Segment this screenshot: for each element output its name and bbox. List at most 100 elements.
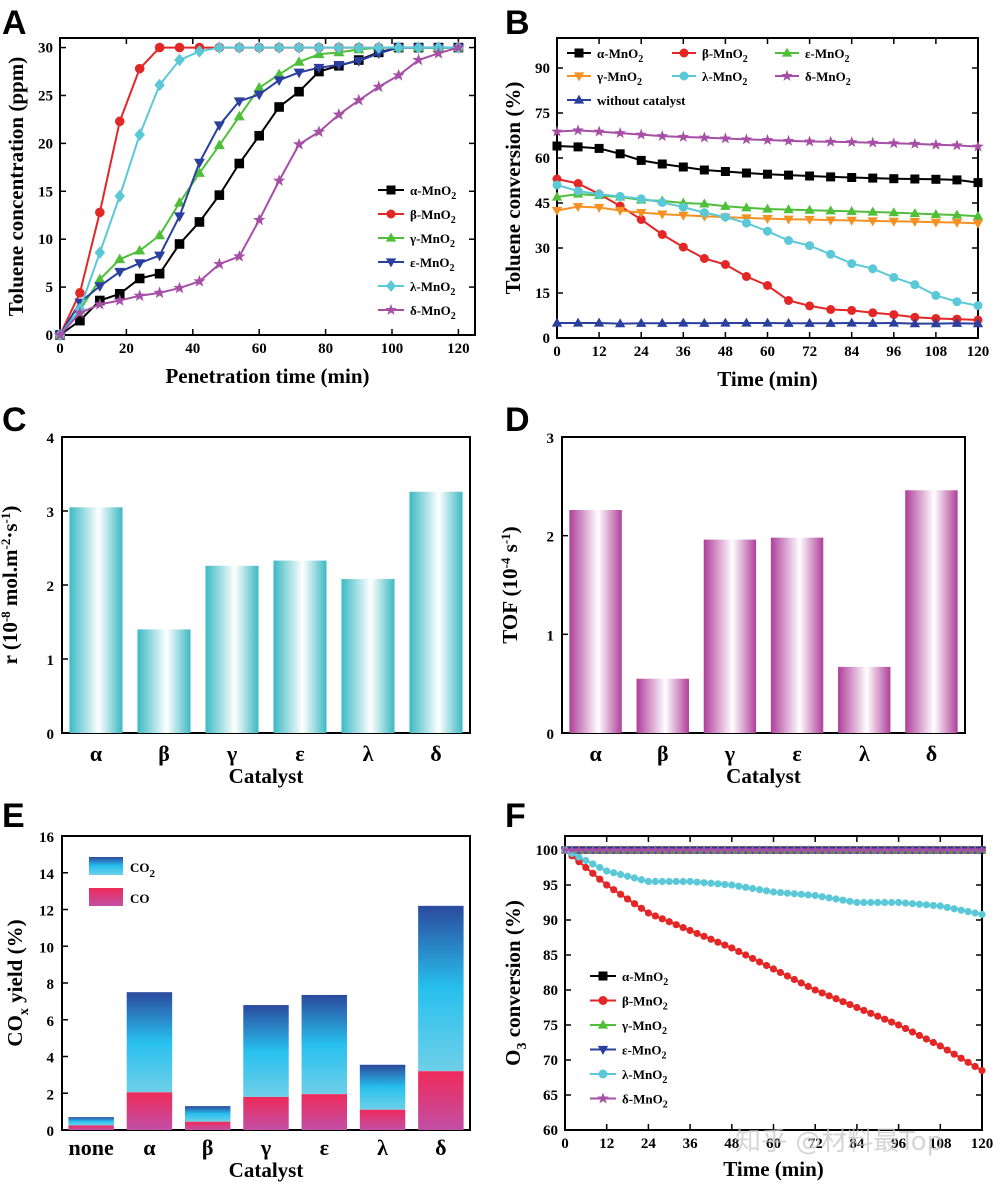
x-tick-label: 100 [381,341,404,357]
data-point [572,203,584,212]
data-point [964,908,972,916]
x-category-label: γ [724,741,735,766]
bar-co-α [126,1092,173,1130]
data-point [888,317,899,327]
y-tick-label: 14 [39,867,55,883]
data-point [594,143,604,153]
data-point [194,45,205,58]
data-point [852,845,862,854]
data-point [895,898,903,907]
y-tick-label: 2 [547,530,555,546]
bar-co-γ [243,1096,289,1130]
data-point [950,1050,958,1058]
x-category-label: β [657,741,669,766]
y-tick-label: 4 [47,431,55,447]
data-point [742,951,750,959]
bar-γ [205,565,259,733]
y-tick-label: 70 [543,1053,558,1069]
data-point [754,845,765,854]
data-point [797,979,805,987]
bar-co2-β [184,1106,231,1122]
data-point [94,282,106,292]
data-point [678,162,688,172]
data-point [972,140,984,152]
data-point [762,887,771,895]
data-point [866,136,879,148]
legend: CO2 CO [89,857,156,906]
data-point [234,41,245,54]
data-point [699,317,710,327]
data-point [234,158,245,169]
data-point [942,845,952,854]
data-point [775,845,786,854]
bar-α [69,507,123,733]
data-point [804,215,815,225]
legend-marker [385,232,397,242]
data-point [860,1006,868,1015]
data-point [174,42,185,53]
data-point [273,76,285,86]
legend-marker [597,1045,609,1055]
legend-marker [597,1092,609,1104]
data-point [839,896,847,904]
data-point [951,317,963,327]
data-point [735,947,743,956]
data-point [610,869,618,877]
data-point [973,178,983,188]
data-point [636,845,647,854]
data-point [154,268,165,279]
data-point [928,845,938,854]
data-point [174,197,186,207]
data-point [678,242,688,252]
data-point [825,992,833,1000]
data-point [756,886,764,894]
x-tick-label: 72 [808,1136,823,1152]
data-point [693,878,701,886]
y-tick-label: 1 [47,653,55,669]
y-tick-label: 25 [38,88,53,104]
data-point [174,239,185,249]
legend-marker [386,185,396,195]
data-point [596,875,604,883]
data-point [614,318,626,328]
data-point [699,198,710,208]
data-point [893,845,904,854]
data-point [372,80,385,93]
y-tick-label: 45 [535,196,550,212]
data-point [880,845,890,854]
y-axis-title: r (10-8 mol.m-2·s-1) [0,506,22,665]
data-point [783,889,792,897]
data-point [622,845,633,854]
x-tick-label: 108 [929,1136,952,1152]
data-point [154,251,166,262]
y-tick-label: 85 [543,948,558,964]
legend-label: γ-MnO2 [596,69,642,88]
y-tick-label: 1 [547,628,555,644]
data-point [333,41,345,54]
legend-label: δ-MnO2 [410,303,456,322]
data-point [783,972,792,980]
data-point [173,281,186,294]
bar-co2-none [68,1117,114,1126]
data-point [253,41,265,54]
legend-marker [574,48,584,58]
data-point [929,1038,937,1047]
bar-co-none [68,1125,114,1130]
legend-label: α-MnO2 [622,969,668,988]
data-point [594,189,604,199]
data-point [714,938,722,946]
data-point [134,63,145,74]
data-point [700,932,708,940]
data-point [817,845,827,854]
data-point [272,174,286,186]
data-point [721,941,729,949]
data-point [551,206,563,216]
y-tick-label: 4 [47,1051,55,1067]
data-point [950,905,958,913]
data-point [313,41,325,54]
legend-label-co: CO [130,891,150,906]
legend: α-MnO2 β-MnO2 γ-MnO2 ε-MnO2 λ-MnO2 δ-MnO2 [590,969,668,1111]
data-point [693,929,701,938]
data-point [727,845,737,854]
data-point [943,1046,951,1054]
